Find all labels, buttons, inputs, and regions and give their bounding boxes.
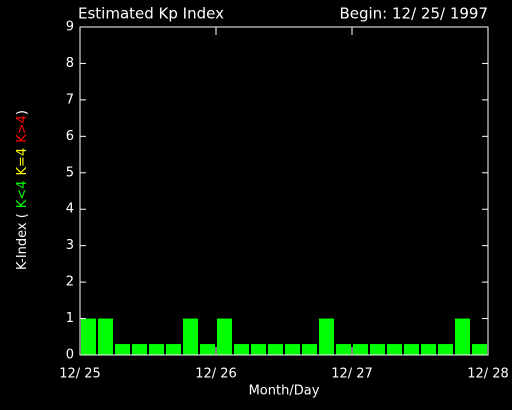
- bar: [370, 344, 385, 355]
- bar: [319, 318, 334, 355]
- x-axis-label: Month/Day: [249, 384, 320, 399]
- x-tick-label: 12/ 26: [195, 367, 237, 382]
- bar: [472, 344, 487, 355]
- y-tick-label: 3: [66, 238, 74, 253]
- bar: [132, 344, 147, 355]
- bar: [217, 318, 232, 355]
- y-axis-label-part: ): [15, 110, 30, 115]
- bar: [81, 318, 96, 355]
- bar: [285, 344, 300, 355]
- bar: [115, 344, 130, 355]
- bar: [302, 344, 317, 355]
- x-tick-label: 12/ 27: [331, 367, 373, 382]
- y-tick-label: 9: [66, 20, 74, 35]
- bar: [438, 344, 453, 355]
- y-tick-label: 6: [66, 129, 74, 144]
- bar: [251, 344, 266, 355]
- bar: [234, 344, 249, 355]
- x-tick-label: 12/ 25: [59, 367, 101, 382]
- y-tick-label: 0: [66, 348, 74, 363]
- bar: [166, 344, 181, 355]
- chart-subtitle: Begin: 12/ 25/ 1997: [339, 5, 488, 23]
- bar: [200, 344, 215, 355]
- y-tick-label: 5: [66, 165, 74, 180]
- plot-frame: [79, 26, 489, 356]
- bar: [268, 344, 283, 355]
- y-tick-label: 4: [66, 202, 74, 217]
- y-tick-label: 1: [66, 311, 74, 326]
- y-axis-label-part: K>4: [15, 115, 30, 143]
- bar: [455, 318, 470, 355]
- x-tick-label: 12/ 28: [467, 367, 509, 382]
- chart-title: Estimated Kp Index: [78, 5, 224, 23]
- y-tick-label: 7: [66, 92, 74, 107]
- y-axis-label-part: K<4: [15, 180, 30, 208]
- y-axis-label-part: K-Index (: [15, 213, 30, 270]
- y-tick-label: 8: [66, 56, 74, 71]
- y-tick-label: 2: [66, 275, 74, 290]
- bar: [353, 344, 368, 355]
- y-axis-label: K-Index ( K<4 K=4 K>4): [15, 110, 30, 270]
- bar: [98, 318, 113, 355]
- bar: [421, 344, 436, 355]
- y-axis-label-part: K=4: [15, 148, 30, 176]
- bar: [404, 344, 419, 355]
- bar: [183, 318, 198, 355]
- bar: [149, 344, 164, 355]
- bar: [387, 344, 402, 355]
- bar: [336, 344, 351, 355]
